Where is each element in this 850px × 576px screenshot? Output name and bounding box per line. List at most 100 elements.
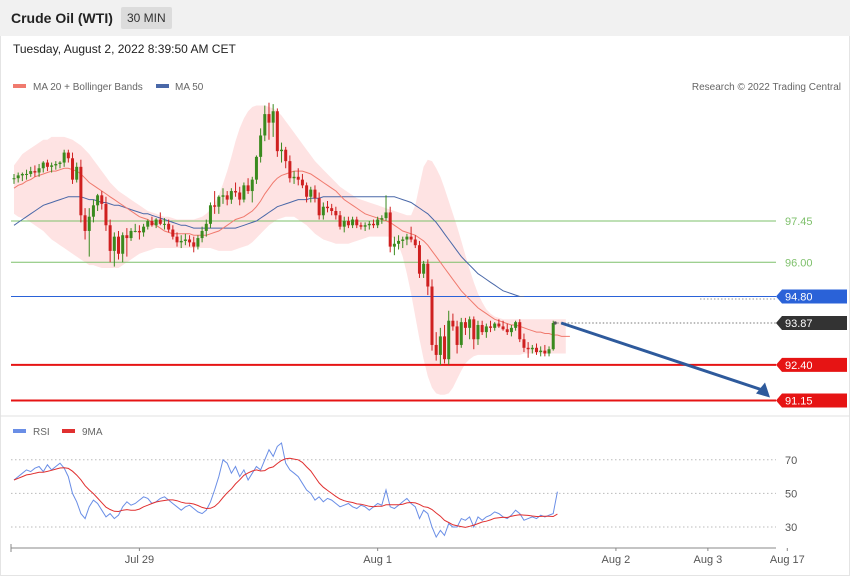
candle-body — [87, 216, 91, 231]
candle-body — [288, 161, 292, 179]
candle-body — [142, 226, 146, 233]
candle-body — [79, 166, 83, 216]
candle — [371, 219, 375, 229]
candle — [405, 233, 409, 246]
candle-body — [234, 191, 238, 193]
candle-body — [242, 185, 246, 200]
candle — [50, 162, 54, 173]
candle-body — [438, 336, 442, 355]
candle-body — [359, 225, 363, 227]
candle — [250, 176, 254, 203]
candle — [543, 344, 547, 357]
candle-body — [158, 219, 162, 224]
candle — [438, 327, 442, 365]
x-axis-label: Aug 2 — [602, 554, 631, 566]
candle-body — [509, 327, 513, 333]
candle-body — [204, 223, 208, 231]
candle — [443, 325, 447, 364]
candle-body — [188, 239, 192, 243]
candle-body — [192, 242, 196, 247]
candle-body — [543, 350, 547, 354]
candle — [522, 333, 526, 353]
rsi-legend-label: RSI — [33, 427, 50, 438]
candle — [305, 182, 309, 203]
candle-body — [250, 179, 254, 192]
rsi-line — [13, 442, 558, 539]
candle-body — [33, 171, 37, 173]
candle-body — [426, 263, 430, 287]
candle-body — [363, 225, 367, 227]
candle — [192, 236, 196, 253]
candle-body — [96, 195, 100, 206]
candle-body — [137, 230, 141, 233]
candle — [288, 155, 292, 183]
candle-body — [317, 198, 321, 216]
candle — [551, 320, 555, 351]
candle — [388, 206, 392, 253]
candle — [225, 191, 229, 206]
candle — [58, 161, 62, 169]
candle — [422, 260, 426, 278]
copyright-text: Research © 2022 Trading Central — [692, 82, 841, 93]
candle-body — [505, 329, 509, 333]
candle — [413, 235, 417, 249]
candle — [535, 343, 538, 355]
rsi-ma-legend-label: 9MA — [82, 427, 103, 438]
candle-body — [522, 339, 526, 348]
candle — [455, 320, 459, 354]
candle — [37, 163, 41, 177]
candle-body — [300, 179, 304, 186]
candle-body — [229, 191, 233, 200]
candle — [380, 215, 384, 224]
level-label-96-00: 96.00 — [785, 257, 813, 269]
candle-body — [514, 322, 518, 328]
candle — [12, 173, 16, 184]
candle — [539, 346, 543, 357]
candle — [351, 216, 355, 229]
last-price-dot — [553, 321, 557, 325]
candle-body — [371, 223, 375, 226]
candle — [54, 161, 58, 170]
candle-body — [25, 173, 29, 175]
candle-body — [66, 152, 70, 159]
candle — [326, 201, 329, 213]
candle — [263, 105, 267, 142]
candle — [417, 240, 421, 278]
ma50-legend-swatch — [156, 84, 169, 88]
timeframe-badge[interactable]: 30 MIN — [121, 7, 172, 29]
level-label-94-80: 94.80 — [785, 292, 813, 304]
candle-body — [455, 326, 459, 345]
ma50-legend-label: MA 50 — [175, 82, 204, 93]
candle — [409, 226, 413, 243]
candle — [213, 191, 217, 214]
candle — [183, 233, 187, 246]
candle-body — [246, 185, 250, 192]
candle — [83, 208, 87, 240]
ma20-legend-label: MA 20 + Bollinger Bands — [33, 82, 143, 93]
candle — [296, 168, 300, 186]
candle — [62, 149, 66, 167]
level-label-97-45: 97.45 — [785, 216, 813, 228]
candle — [104, 196, 108, 231]
candle — [321, 202, 325, 220]
candle-body — [58, 162, 62, 164]
candle — [530, 344, 534, 354]
candle-body — [401, 239, 405, 241]
candle — [87, 208, 91, 257]
candle — [346, 216, 350, 229]
candle — [489, 320, 493, 333]
candle-body — [91, 205, 95, 217]
candle-body — [430, 286, 434, 345]
candle-body — [447, 320, 451, 360]
candle — [514, 320, 518, 331]
candle-body — [280, 149, 284, 152]
candle — [430, 279, 434, 351]
candle — [234, 182, 238, 197]
candle-body — [501, 326, 505, 330]
x-axis: Jul 29 Aug 1 Aug 2 Aug 3 Aug 17 — [10, 544, 805, 566]
candle-body — [489, 326, 493, 328]
candle-body — [259, 135, 263, 157]
instrument-title: Crude Oil (WTI) — [11, 10, 113, 26]
candle — [108, 219, 112, 263]
level-tag-92-40 — [776, 357, 847, 372]
